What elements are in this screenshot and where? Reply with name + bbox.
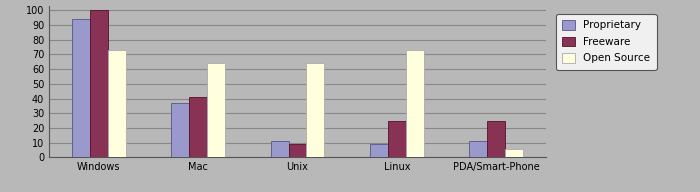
Bar	[271, 141, 288, 157]
Bar	[470, 141, 487, 157]
Bar	[172, 103, 189, 157]
Bar	[207, 63, 225, 157]
Bar	[406, 50, 424, 157]
Bar	[72, 19, 90, 157]
Bar	[189, 97, 207, 157]
Bar	[307, 63, 324, 157]
Bar	[388, 121, 406, 157]
Bar	[108, 50, 125, 157]
Bar	[90, 10, 108, 157]
Bar	[288, 144, 307, 157]
Legend: Proprietary, Freeware, Open Source: Proprietary, Freeware, Open Source	[556, 14, 657, 70]
Bar	[487, 121, 505, 157]
Bar	[370, 144, 388, 157]
Bar	[505, 149, 523, 157]
